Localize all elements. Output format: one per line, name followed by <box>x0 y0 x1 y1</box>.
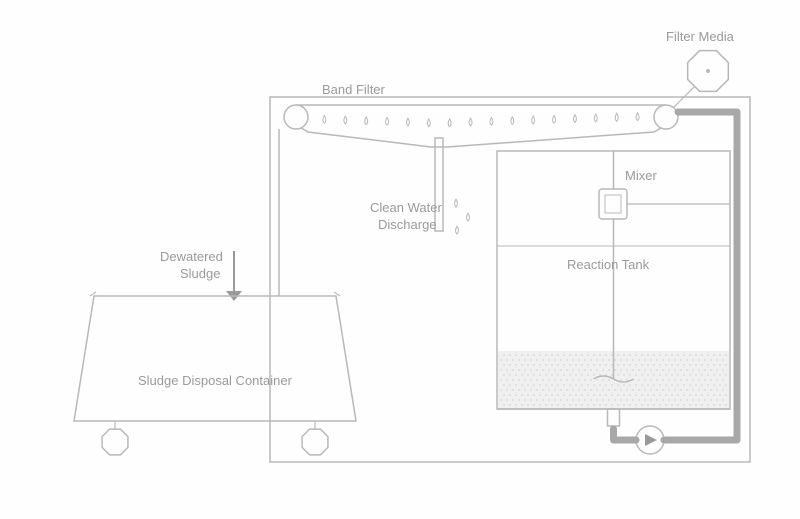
label-filter-media: Filter Media <box>666 29 734 46</box>
label-dewatered-2: Sludge <box>180 266 220 283</box>
label-clean-water-1: Clean Water <box>370 200 442 217</box>
label-sludge-container: Sludge Disposal Container <box>138 373 292 390</box>
label-reaction-tank: Reaction Tank <box>567 257 649 274</box>
label-band-filter: Band Filter <box>322 82 385 99</box>
label-dewatered-1: Dewatered <box>160 249 223 266</box>
label-clean-water-2: Discharge <box>378 217 437 234</box>
process-diagram <box>0 0 800 519</box>
label-mixer: Mixer <box>625 168 657 185</box>
